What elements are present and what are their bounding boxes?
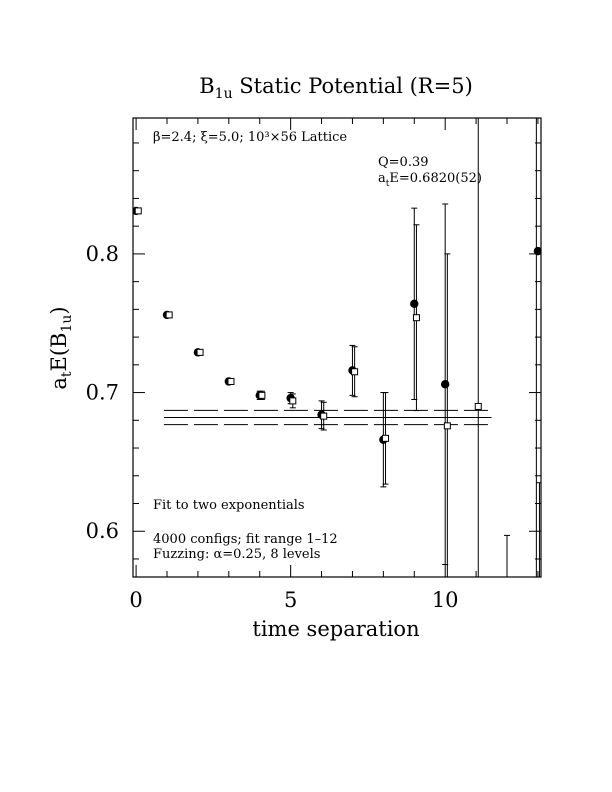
axis-ticks bbox=[133, 118, 541, 577]
fuzzing-annotation: Fuzzing: α=0.25, 8 levels bbox=[153, 547, 320, 562]
data-point bbox=[320, 412, 328, 420]
data-point bbox=[289, 397, 297, 405]
data-point bbox=[196, 348, 204, 356]
lattice-annotation: β=2.4; ξ=5.0; 10³×56 Lattice bbox=[153, 130, 347, 145]
data-point bbox=[533, 246, 541, 256]
data-points bbox=[133, 118, 541, 577]
y-tick-label: 0.6 bbox=[86, 519, 119, 543]
plot-frame bbox=[132, 117, 542, 578]
x-tick-labels: 0 5 10 bbox=[129, 588, 458, 612]
fit-band bbox=[163, 409, 492, 426]
configs-annotation: 4000 configs; fit range 1–12 bbox=[153, 532, 338, 547]
data-point bbox=[134, 207, 142, 215]
data-point bbox=[440, 380, 450, 389]
y-tick-label: 0.7 bbox=[86, 381, 119, 405]
y-tick-label: 0.8 bbox=[86, 242, 119, 266]
data-point bbox=[443, 422, 451, 430]
fit-annotation: Fit to two exponentials bbox=[153, 498, 305, 513]
chart-title: B1u Static Potential (R=5) bbox=[199, 74, 473, 102]
data-point bbox=[412, 314, 420, 322]
x-tick-label: 0 bbox=[129, 588, 142, 612]
data-point bbox=[382, 434, 390, 442]
data-point bbox=[258, 391, 266, 399]
y-axis-label: atE(B1u) bbox=[47, 306, 75, 389]
x-axis-label: time separation bbox=[252, 617, 419, 641]
x-tick-label: 10 bbox=[432, 588, 459, 612]
data-point bbox=[474, 402, 482, 410]
data-point bbox=[165, 311, 173, 319]
y-tick-labels: 0.6 0.7 0.8 bbox=[86, 242, 119, 543]
q-annotation: Q=0.39 bbox=[378, 155, 429, 170]
data-point bbox=[351, 368, 359, 376]
x-tick-label: 5 bbox=[284, 588, 297, 612]
energy-annotation: atE=0.6820(52) bbox=[378, 171, 482, 189]
data-point bbox=[227, 377, 235, 385]
data-point bbox=[410, 299, 419, 309]
svg-text:atE(B1u): atE(B1u) bbox=[47, 306, 75, 389]
